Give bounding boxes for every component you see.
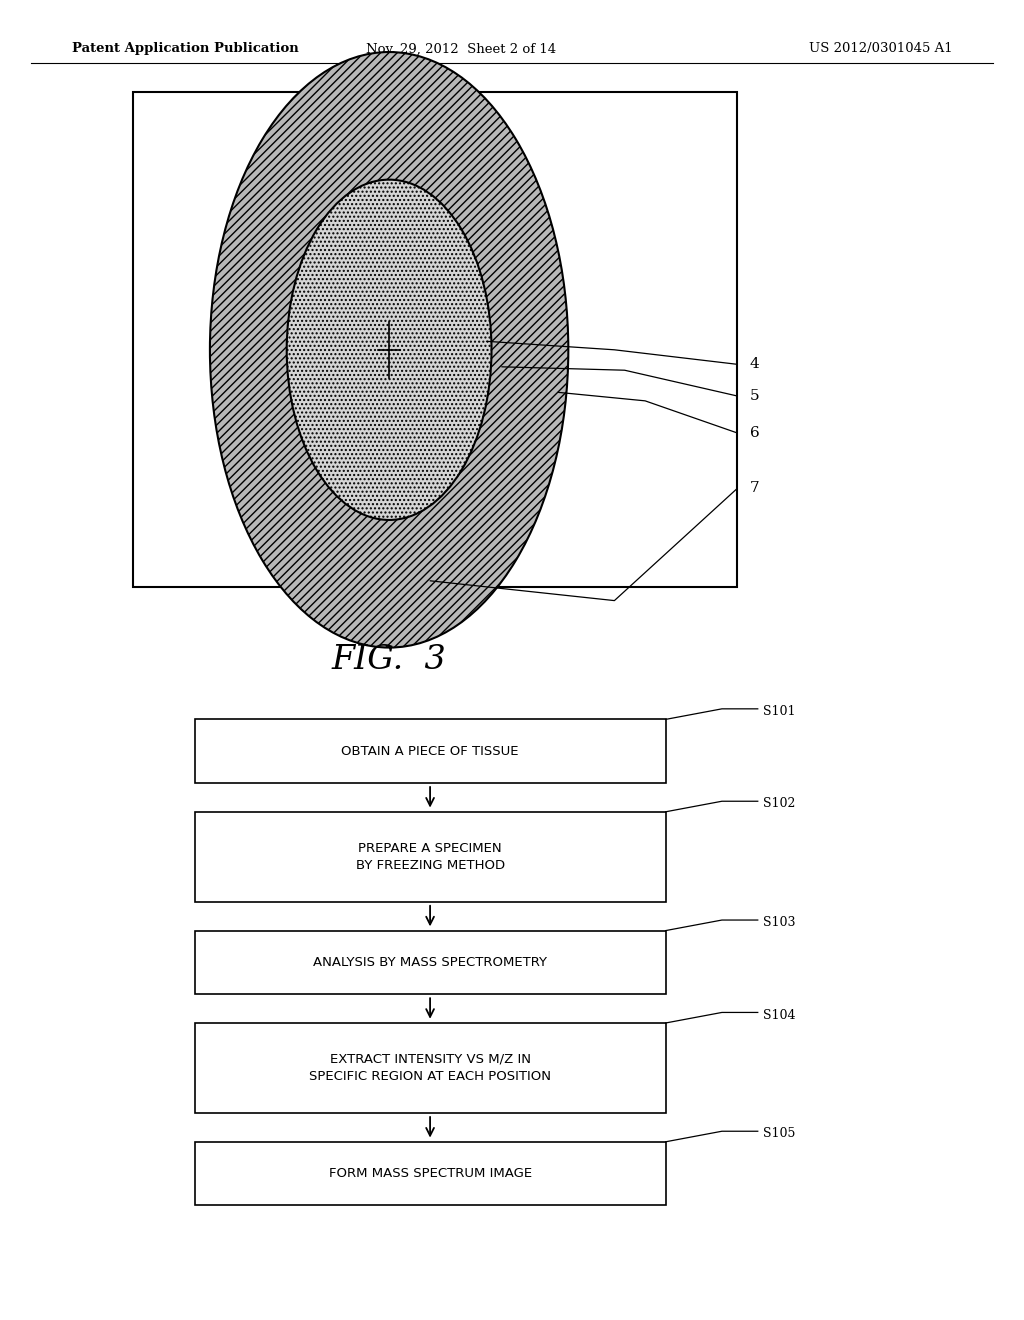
Text: FIG.  3: FIG. 3 bbox=[332, 644, 446, 676]
Text: S104: S104 bbox=[763, 1008, 796, 1022]
Bar bbox=[133, 92, 737, 587]
Text: PREPARE A SPECIMEN
BY FREEZING METHOD: PREPARE A SPECIMEN BY FREEZING METHOD bbox=[355, 842, 505, 871]
Text: S103: S103 bbox=[763, 916, 796, 929]
Bar bbox=[195, 931, 666, 994]
Text: 4: 4 bbox=[750, 358, 760, 371]
Bar bbox=[195, 1142, 666, 1205]
Bar bbox=[195, 1023, 666, 1113]
Text: S101: S101 bbox=[763, 705, 796, 718]
Text: EXTRACT INTENSITY VS M/Z IN
SPECIFIC REGION AT EACH POSITION: EXTRACT INTENSITY VS M/Z IN SPECIFIC REG… bbox=[309, 1053, 551, 1082]
Text: 6: 6 bbox=[750, 426, 760, 440]
Text: FIG.  2: FIG. 2 bbox=[332, 63, 446, 95]
Bar bbox=[195, 719, 666, 783]
Text: ANALYSIS BY MASS SPECTROMETRY: ANALYSIS BY MASS SPECTROMETRY bbox=[313, 956, 547, 969]
Text: 5: 5 bbox=[750, 389, 759, 403]
Text: OBTAIN A PIECE OF TISSUE: OBTAIN A PIECE OF TISSUE bbox=[341, 744, 519, 758]
Text: S102: S102 bbox=[763, 797, 796, 810]
Text: FORM MASS SPECTRUM IMAGE: FORM MASS SPECTRUM IMAGE bbox=[329, 1167, 531, 1180]
Text: US 2012/0301045 A1: US 2012/0301045 A1 bbox=[809, 42, 952, 55]
Text: 7: 7 bbox=[750, 482, 759, 495]
Text: S105: S105 bbox=[763, 1127, 796, 1140]
Text: Patent Application Publication: Patent Application Publication bbox=[72, 42, 298, 55]
Text: Nov. 29, 2012  Sheet 2 of 14: Nov. 29, 2012 Sheet 2 of 14 bbox=[366, 42, 556, 55]
Ellipse shape bbox=[210, 51, 568, 648]
Ellipse shape bbox=[287, 180, 492, 520]
Bar bbox=[195, 812, 666, 902]
